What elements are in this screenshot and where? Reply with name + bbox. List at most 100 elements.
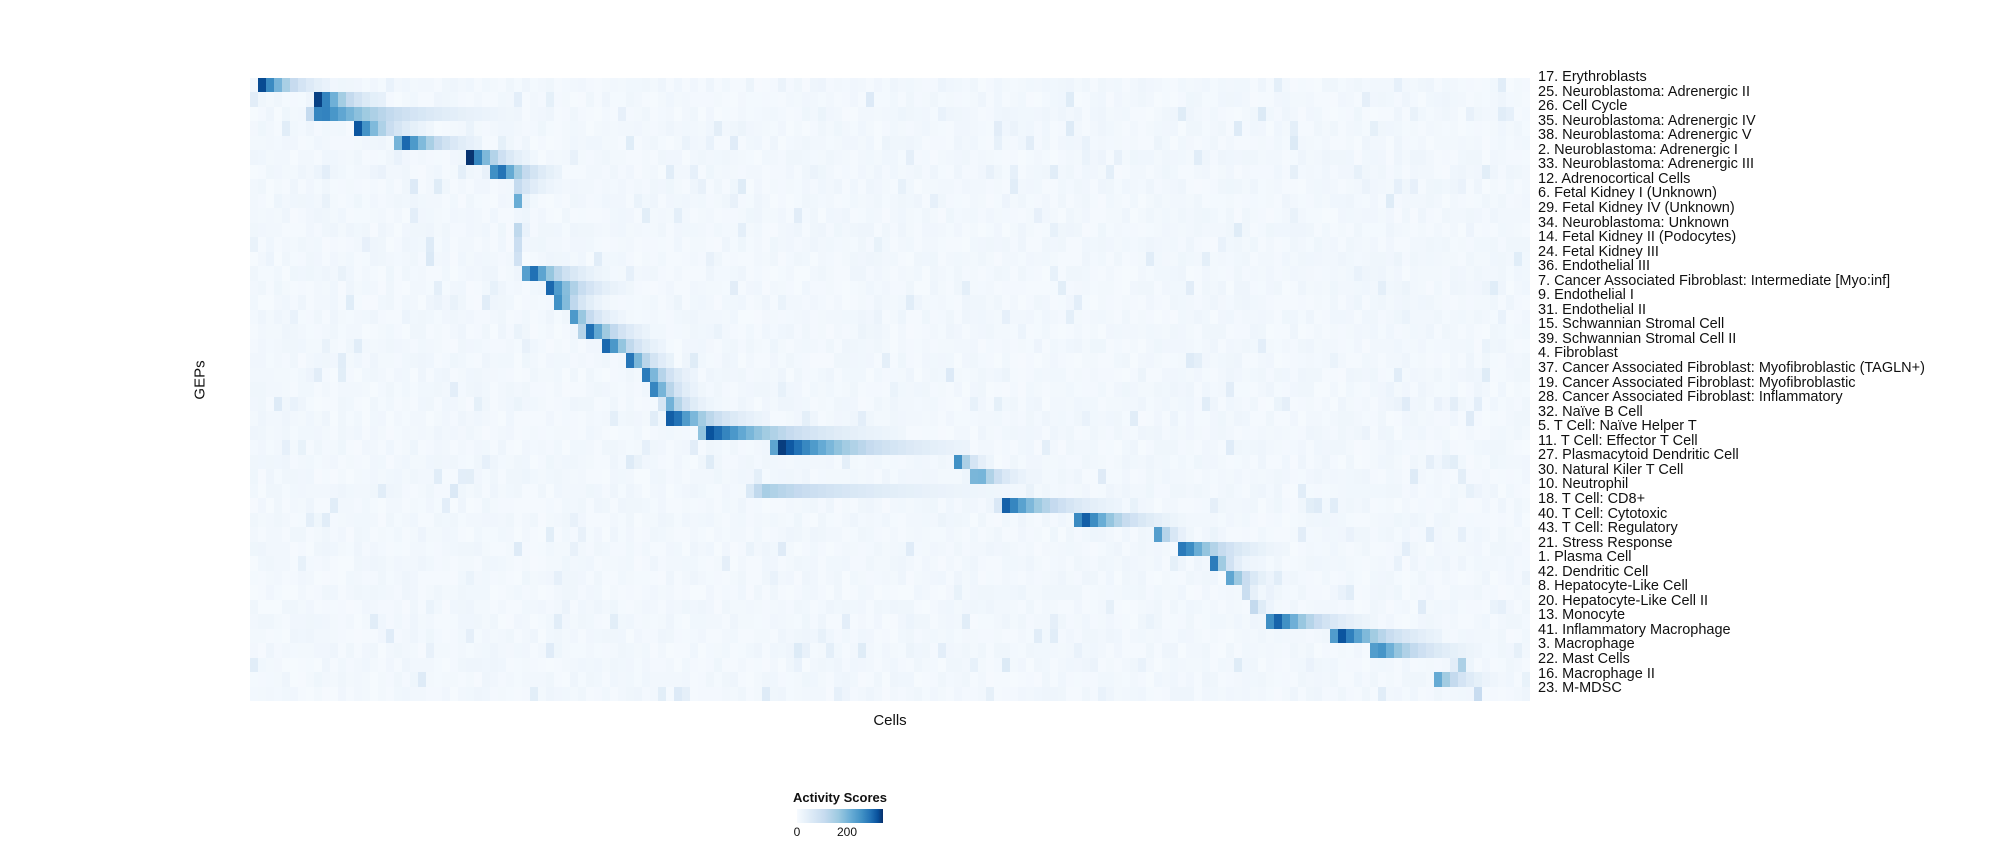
heatmap-cell	[682, 164, 691, 180]
heatmap-cell	[682, 266, 691, 281]
heatmap-cell	[482, 78, 491, 93]
heatmap-cell	[1058, 193, 1067, 209]
heatmap-cell	[1202, 121, 1211, 136]
heatmap-cell	[538, 222, 547, 238]
heatmap-cell	[690, 280, 699, 296]
heatmap-cell	[410, 251, 419, 267]
heatmap-cell	[1074, 237, 1083, 252]
heatmap-cell	[578, 237, 587, 252]
heatmap-cell	[1258, 92, 1267, 107]
heatmap-cell	[690, 179, 699, 194]
heatmap-cell	[1474, 135, 1483, 151]
heatmap-cell	[674, 266, 683, 281]
heatmap-cell	[1522, 121, 1530, 136]
heatmap-cell	[906, 78, 915, 93]
heatmap-cell	[1042, 164, 1051, 180]
heatmap-cell	[1258, 121, 1267, 136]
heatmap-cell	[306, 208, 315, 223]
heatmap-cell	[1298, 251, 1307, 267]
heatmap-cell	[1210, 164, 1219, 180]
heatmap-cell	[1306, 251, 1315, 267]
heatmap-cell	[834, 179, 843, 194]
heatmap-cell	[1242, 121, 1251, 136]
heatmap-cell	[1290, 193, 1299, 209]
heatmap-cell	[1186, 121, 1195, 136]
heatmap-cell	[1314, 150, 1323, 165]
heatmap-cell	[1034, 179, 1043, 194]
heatmap-cell	[394, 295, 403, 310]
heatmap-cell	[1418, 237, 1427, 252]
heatmap-cell	[1226, 208, 1235, 223]
heatmap-cell	[1250, 150, 1259, 165]
heatmap-cell	[1442, 150, 1451, 165]
heatmap-cell	[858, 121, 867, 136]
heatmap-cell	[674, 237, 683, 252]
heatmap-cell	[626, 193, 635, 209]
heatmap-cell	[250, 78, 259, 93]
heatmap-cell	[458, 222, 467, 238]
heatmap-cell	[1338, 150, 1347, 165]
heatmap-cell	[882, 193, 891, 209]
heatmap-cell	[1178, 135, 1187, 151]
heatmap-cell	[330, 135, 339, 151]
heatmap-cell	[1082, 222, 1091, 238]
heatmap-cell	[834, 121, 843, 136]
heatmap-cell	[1162, 208, 1171, 223]
heatmap-cell	[1306, 121, 1315, 136]
heatmap-cell	[682, 280, 691, 296]
heatmap-cell	[1346, 164, 1355, 180]
heatmap-cell	[1106, 121, 1115, 136]
heatmap-cell	[1378, 106, 1387, 122]
heatmap-cell	[1410, 78, 1419, 93]
heatmap-cell	[714, 193, 723, 209]
heatmap-cell	[1314, 208, 1323, 223]
heatmap-cell	[890, 164, 899, 180]
heatmap-cell	[394, 121, 403, 136]
heatmap-cell	[682, 121, 691, 136]
heatmap-cell	[962, 92, 971, 107]
heatmap-cell	[594, 92, 603, 107]
heatmap-cell	[794, 135, 803, 151]
heatmap-cell	[954, 208, 963, 223]
heatmap-cell	[578, 251, 587, 267]
heatmap-cell	[1162, 164, 1171, 180]
heatmap-cell	[1306, 106, 1315, 122]
heatmap-row	[250, 106, 1530, 122]
heatmap-cell	[298, 295, 307, 310]
heatmap-cell	[442, 280, 451, 296]
heatmap-cell	[1362, 78, 1371, 93]
heatmap-cell	[410, 150, 419, 165]
heatmap-cell	[1330, 135, 1339, 151]
heatmap-cell	[874, 222, 883, 238]
heatmap-cell	[1154, 208, 1163, 223]
heatmap-cell	[1514, 78, 1523, 93]
heatmap-cell	[786, 179, 795, 194]
heatmap-cell	[1338, 78, 1347, 93]
heatmap-cell	[1034, 208, 1043, 223]
heatmap-cell	[290, 237, 299, 252]
heatmap-cell	[682, 92, 691, 107]
heatmap-cell	[1194, 92, 1203, 107]
heatmap-cell	[706, 266, 715, 281]
heatmap-cell	[1290, 135, 1299, 151]
heatmap-cell	[786, 251, 795, 267]
heatmap-cell	[1178, 150, 1187, 165]
heatmap-cell	[1362, 179, 1371, 194]
heatmap-cell	[810, 179, 819, 194]
heatmap-cell	[762, 121, 771, 136]
heatmap-cell	[1370, 121, 1379, 136]
heatmap-cell	[650, 121, 659, 136]
heatmap-cell	[842, 164, 851, 180]
heatmap-cell	[1402, 121, 1411, 136]
heatmap-cell	[570, 208, 579, 223]
heatmap-cell	[354, 164, 363, 180]
heatmap-cell	[1434, 135, 1443, 151]
heatmap-cell	[930, 179, 939, 194]
heatmap-cell	[690, 222, 699, 238]
heatmap-cell	[1458, 222, 1467, 238]
heatmap-cell	[1018, 237, 1027, 252]
heatmap-cell	[722, 121, 731, 136]
heatmap-cell	[1010, 150, 1019, 165]
heatmap-cell	[322, 92, 331, 107]
heatmap-cell	[1186, 150, 1195, 165]
